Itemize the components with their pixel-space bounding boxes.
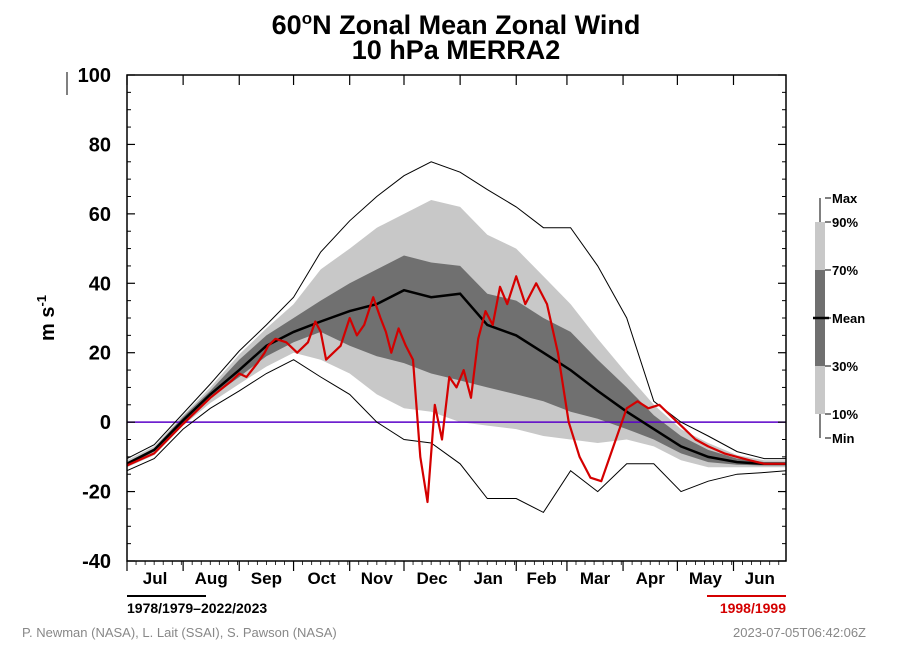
credits-text: P. Newman (NASA), L. Lait (SSAI), S. Paw… bbox=[22, 625, 337, 640]
x-month-label: Aug bbox=[195, 569, 228, 588]
x-month-label: Jul bbox=[143, 569, 168, 588]
x-month-label: Apr bbox=[636, 569, 666, 588]
x-month-label: Nov bbox=[361, 569, 394, 588]
highlight-year-line-series bbox=[126, 275, 786, 504]
mean-line bbox=[126, 288, 786, 466]
legend-label: Mean bbox=[832, 311, 865, 326]
x-month-label: Mar bbox=[580, 569, 611, 588]
legend-label: 30% bbox=[832, 359, 858, 374]
legend-label: 70% bbox=[832, 263, 858, 278]
climatology-lines bbox=[126, 161, 787, 514]
y-tick-label: 0 bbox=[100, 412, 111, 434]
climatology-period-label: 1978/1979–2022/2023 bbox=[127, 600, 267, 616]
y-tick-label: 80 bbox=[89, 134, 111, 156]
y-tick-label: 40 bbox=[89, 273, 111, 295]
plot-frame bbox=[126, 74, 787, 562]
x-month-label: Feb bbox=[526, 569, 556, 588]
legend-label: 10% bbox=[832, 407, 858, 422]
y-tick-label: -20 bbox=[82, 482, 111, 504]
x-month-label: Jun bbox=[745, 569, 775, 588]
y-tick-label: 100 bbox=[78, 65, 111, 87]
min-line bbox=[126, 359, 787, 514]
x-month-label: Oct bbox=[307, 569, 336, 588]
x-month-label: Jan bbox=[474, 569, 503, 588]
max-line bbox=[126, 161, 786, 460]
x-month-label: May bbox=[689, 569, 723, 588]
x-month-label: Dec bbox=[416, 569, 447, 588]
highlight-year-label: 1998/1999 bbox=[720, 600, 786, 616]
climatology-bands bbox=[127, 200, 786, 468]
y-axis: -40 -20 0 20 40 60 80 100 bbox=[66, 65, 786, 573]
chart-subtitle: 10 hPa MERRA2 bbox=[352, 35, 561, 65]
chart-title: 60oN Zonal Mean Zonal Wind bbox=[272, 9, 641, 40]
y-tick-label: 20 bbox=[89, 343, 111, 365]
legend: Max 90% 70% Mean 30% 10% Min bbox=[813, 191, 865, 446]
x-month-label: Sep bbox=[251, 569, 282, 588]
legend-label: Min bbox=[832, 431, 854, 446]
y-tick-label: -40 bbox=[82, 551, 111, 573]
legend-label: Max bbox=[832, 191, 858, 206]
y-tick-label: 60 bbox=[89, 204, 111, 226]
legend-label: 90% bbox=[832, 215, 858, 230]
x-axis: Jul Aug Sep Oct Nov Dec Jan Feb Mar Apr May Jun bbox=[126, 75, 780, 588]
legend-band-lower-light bbox=[815, 366, 825, 414]
timestamp-text: 2023-07-05T06:42:06Z bbox=[733, 625, 866, 640]
y-axis-label: m s-1 bbox=[34, 295, 59, 341]
legend-band-upper-light bbox=[815, 222, 825, 270]
band-30-70 bbox=[127, 255, 786, 466]
